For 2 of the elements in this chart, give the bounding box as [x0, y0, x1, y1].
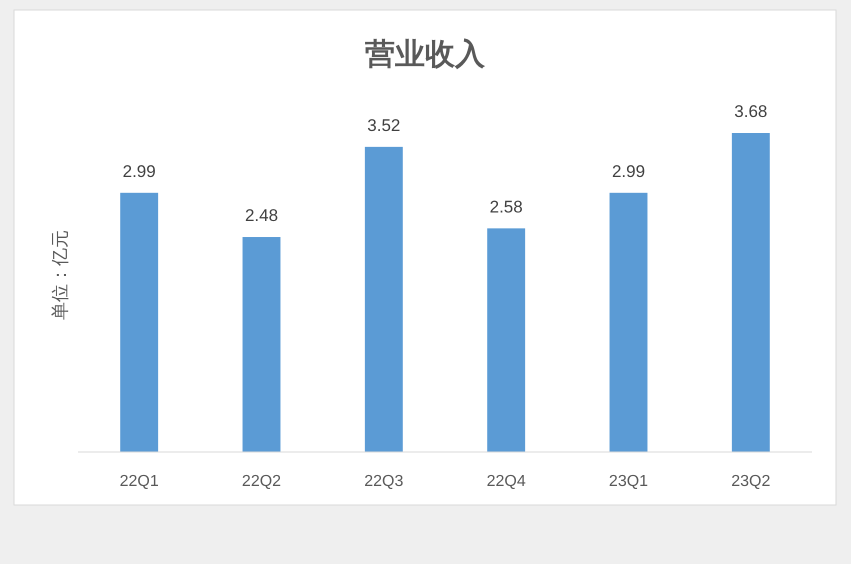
- title: 营业收入: [365, 38, 485, 71]
- ylabel: 单位：亿元: [50, 230, 70, 320]
